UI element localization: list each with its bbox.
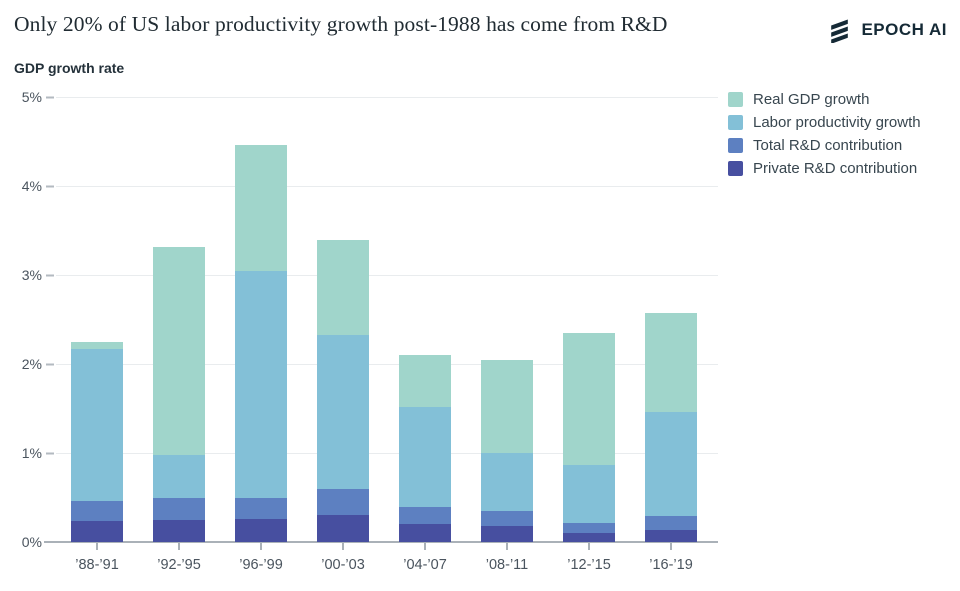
gridline-3% <box>56 275 718 276</box>
x-tick-label: ’16-’19 <box>649 557 693 573</box>
y-tick-label: 4% <box>21 178 42 194</box>
legend-swatch-real-gdp-growth <box>728 92 743 107</box>
gridline-2% <box>56 364 718 365</box>
x-tick-16-19 <box>670 543 672 550</box>
x-tick-12-15 <box>588 543 590 550</box>
legend-label: Private R&D contribution <box>753 160 918 177</box>
x-tick-label: ’96-’99 <box>239 557 283 573</box>
y-tick-label: 3% <box>21 267 42 283</box>
x-tick-04-07 <box>424 543 426 550</box>
bar-group-00-03 <box>317 97 369 542</box>
x-tick-label: ’88-’91 <box>75 557 119 573</box>
legend-swatch-total-randd-contribution <box>728 138 743 153</box>
x-tick-label: ’00-’03 <box>321 557 365 573</box>
x-tick-label: ’08-’11 <box>485 557 529 573</box>
x-tick-label: ’12-’15 <box>567 557 611 573</box>
x-tick-08-11 <box>506 543 508 550</box>
legend-label: Real GDP growth <box>753 91 870 108</box>
bar-segment-private-randd-contribution[interactable] <box>399 524 451 542</box>
bar-group-04-07 <box>399 97 451 542</box>
bar-segment-labor-productivity-growth[interactable] <box>235 270 287 542</box>
bar-group-92-95 <box>153 97 205 542</box>
y-tick-label: 2% <box>21 356 42 372</box>
x-tick-label: ’92-’95 <box>157 557 201 573</box>
y-tick-4% <box>46 185 54 188</box>
page-title: Only 20% of US labor productivity growth… <box>14 12 668 36</box>
legend-item-private-randd-contribution: Private R&D contribution <box>728 157 921 180</box>
y-tick-3% <box>46 274 54 277</box>
legend-item-labor-productivity-growth: Labor productivity growth <box>728 111 921 134</box>
epoch-ai-logo[interactable]: EPOCH AI <box>826 16 947 43</box>
x-tick-00-03 <box>342 543 344 550</box>
bar-group-12-15 <box>563 97 615 542</box>
x-tick-88-91 <box>96 543 98 550</box>
bar-segment-private-randd-contribution[interactable] <box>153 519 205 542</box>
legend-label: Labor productivity growth <box>753 114 921 131</box>
x-tick-92-95 <box>178 543 180 550</box>
bar-group-96-99 <box>235 97 287 542</box>
legend-item-real-gdp-growth: Real GDP growth <box>728 88 921 111</box>
bar-group-88-91 <box>71 97 123 542</box>
gridline-4% <box>56 186 718 187</box>
legend-swatch-labor-productivity-growth <box>728 115 743 130</box>
epoch-ai-logo-icon <box>831 19 849 43</box>
x-tick-label: ’04-’07 <box>403 557 447 573</box>
y-axis-title: GDP growth rate <box>14 60 125 76</box>
bar-segment-private-randd-contribution[interactable] <box>317 515 369 542</box>
bar-group-08-11 <box>481 97 533 542</box>
bar-group-16-19 <box>645 97 697 542</box>
legend-swatch-private-randd-contribution <box>728 161 743 176</box>
y-tick-label: 1% <box>21 445 42 461</box>
epoch-ai-logo-text: EPOCH AI <box>861 19 947 39</box>
legend-item-total-randd-contribution: Total R&D contribution <box>728 134 921 157</box>
bar-segment-private-randd-contribution[interactable] <box>481 525 533 542</box>
bar-segment-private-randd-contribution[interactable] <box>235 518 287 542</box>
gridline-5% <box>56 97 718 98</box>
plot-area: 0% 1% 2% 3% 4% 5% ’88-’91 ’92-’95 ’96-’99 ’00-’03… <box>22 89 718 573</box>
y-tick-5% <box>46 96 54 99</box>
x-axis-line <box>44 541 718 543</box>
bar-segment-private-randd-contribution[interactable] <box>71 520 123 542</box>
bar-segment-private-randd-contribution[interactable] <box>645 529 697 542</box>
gridline-1% <box>56 453 718 454</box>
y-tick-2% <box>46 363 54 366</box>
y-tick-1% <box>46 452 54 455</box>
x-tick-96-99 <box>260 543 262 550</box>
y-tick-label: 0% <box>21 534 42 550</box>
bar-segment-private-randd-contribution[interactable] <box>563 533 615 542</box>
legend-label: Total R&D contribution <box>753 137 903 154</box>
y-tick-label: 5% <box>21 89 42 105</box>
legend: Real GDP growth Labor productivity growth… <box>728 88 921 180</box>
